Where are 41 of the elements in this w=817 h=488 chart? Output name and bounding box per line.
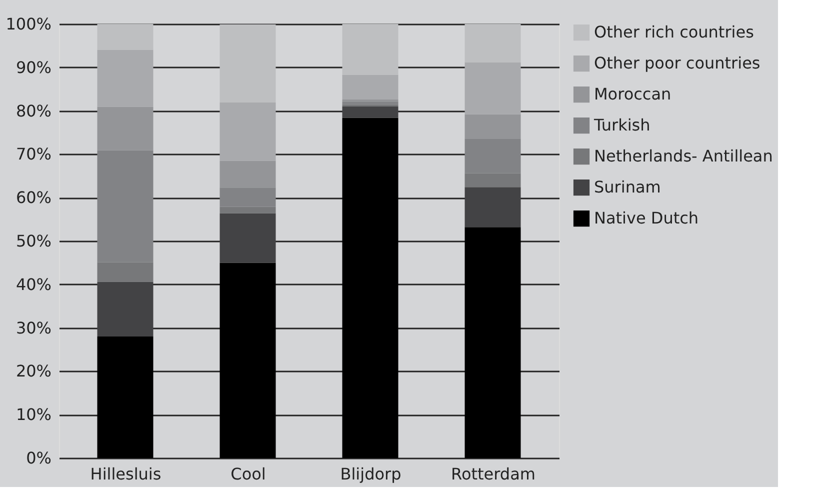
bar <box>464 24 521 62</box>
y-tick-label: 80% <box>16 101 52 120</box>
bar <box>464 62 521 114</box>
bar <box>342 74 398 100</box>
y-tick-label: 90% <box>16 58 52 77</box>
y-tick-label: 70% <box>16 144 52 164</box>
legend-label: Other rich countries <box>594 22 754 42</box>
y-tick-label: 10% <box>16 405 52 424</box>
legend-label: Native Dutch <box>594 208 699 228</box>
bar <box>97 106 154 150</box>
legend-label: Netherlands- Antillean <box>594 146 773 166</box>
x-tick-label: Rotterdam <box>451 464 536 484</box>
bar <box>97 336 154 458</box>
y-tick-label: 40% <box>16 274 52 294</box>
bar <box>220 262 276 458</box>
bar <box>342 106 398 118</box>
bar <box>464 187 521 228</box>
y-tick-label: 100% <box>6 14 52 34</box>
legend-label: Surinam <box>594 178 661 196</box>
bar <box>464 227 521 458</box>
bar <box>97 282 154 336</box>
legend-label: Turkish <box>593 116 650 134</box>
x-tick-label: Hillesluis <box>90 464 162 484</box>
y-tick-label: 30% <box>16 318 52 338</box>
bar <box>464 114 521 140</box>
y-tick-label: 60% <box>16 188 52 208</box>
bar <box>97 24 154 50</box>
bar <box>220 102 276 161</box>
x-tick-label: Cool <box>230 464 266 484</box>
bar <box>97 50 154 107</box>
bar <box>342 24 398 75</box>
bar <box>342 118 398 458</box>
bar <box>220 24 276 103</box>
legend-label: Other poor countries <box>594 54 760 72</box>
legend-label: Moroccan <box>594 84 672 104</box>
x-tick-label: Blijdorp <box>340 464 402 484</box>
bar <box>220 213 276 263</box>
y-tick-label: 20% <box>16 362 52 381</box>
bar <box>220 160 276 188</box>
y-tick-label: 0% <box>26 448 52 468</box>
y-tick-label: 50% <box>16 232 52 250</box>
